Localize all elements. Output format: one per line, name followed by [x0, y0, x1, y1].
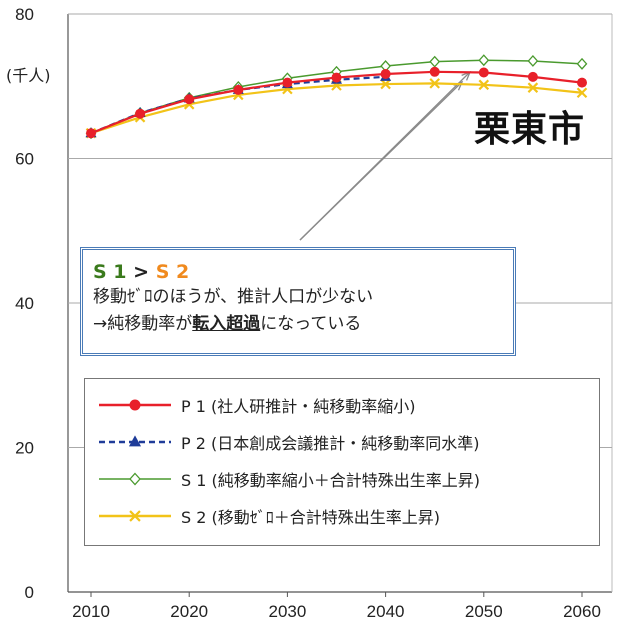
series-lines [85, 54, 588, 140]
callout-gt: > [126, 261, 156, 283]
series-2 [85, 70, 392, 138]
callout-line-2-suffix: になっている [260, 314, 362, 334]
legend-swatch [99, 435, 171, 447]
legend: P 1 (社人研推計・純移動率縮小) P 2 (日本創成会議推計・純移動率同水準)… [84, 378, 600, 546]
legend-entry: S 2 (移動ｾﾞﾛ＋合計特殊出生率上昇) [85, 502, 599, 530]
x-tick-label: 2030 [268, 602, 306, 621]
legend-entry: P 2 (日本創成会議推計・純移動率同水準) [85, 428, 599, 456]
y-tick-label: 60 [15, 150, 34, 169]
data-point [527, 71, 538, 82]
callout-arrows [299, 70, 472, 241]
x-tick-label: 2040 [367, 602, 405, 621]
data-point [478, 79, 490, 91]
callout-line-2-prefix: →純移動率が [93, 314, 193, 334]
data-point [282, 77, 293, 88]
y-tick-labels: 0 20 40 60 80 [15, 5, 34, 602]
callout-line-2-strong: 転入超過 [192, 314, 261, 334]
data-point [86, 128, 96, 139]
x-tick-label: 2010 [72, 602, 110, 621]
x-tick-label: 2060 [563, 602, 601, 621]
legend-entry: P 1 (社人研推計・純移動率縮小) [85, 391, 599, 419]
y-unit-label: (千人) [6, 66, 51, 85]
data-point [331, 72, 342, 83]
x-tick-label: 2020 [170, 602, 208, 621]
data-point [184, 94, 195, 105]
data-point [129, 510, 141, 522]
data-point [129, 399, 141, 411]
y-tick-label: 40 [15, 294, 34, 313]
data-point [576, 57, 588, 70]
data-point [527, 82, 539, 93]
data-point [380, 78, 391, 90]
data-point [429, 78, 440, 89]
callout-s1: S 1 [93, 261, 127, 283]
callout-box: S 1 > S 2 移動ｾﾞﾛのほうが、推計人口が少ない →純移動率が転入超過に… [80, 247, 516, 356]
data-point [577, 77, 587, 88]
data-point [478, 54, 490, 67]
y-tick-label: 80 [15, 5, 34, 24]
legend-swatch [99, 472, 171, 486]
legend-label: S 2 (移動ｾﾞﾛ＋合計特殊出生率上昇) [181, 508, 440, 527]
data-point [380, 68, 391, 79]
y-tick-label: 20 [15, 439, 34, 458]
legend-label: P 1 (社人研推計・純移動率縮小) [181, 397, 416, 416]
data-point [429, 55, 441, 68]
legend-swatch [99, 510, 171, 522]
callout-line-2: →純移動率が転入超過になっている [93, 311, 503, 338]
callout-heading: S 1 > S 2 [93, 260, 503, 284]
callout-line-1: 移動ｾﾞﾛのほうが、推計人口が少ない [93, 287, 374, 307]
data-point [129, 472, 141, 486]
x-tick-label: 2050 [465, 602, 503, 621]
y-tick-label: 0 [25, 583, 34, 602]
data-point [128, 435, 142, 447]
callout-arrow [299, 81, 463, 241]
legend-label: S 1 (純移動率縮小＋合計特殊出生率上昇) [181, 471, 480, 490]
data-point [135, 108, 146, 119]
legend-label: P 2 (日本創成会議推計・純移動率同水準) [181, 434, 480, 453]
data-point [429, 66, 440, 77]
legend-entry: S 1 (純移動率縮小＋合計特殊出生率上昇) [85, 465, 599, 493]
callout-s2: S 2 [155, 261, 190, 283]
city-label: 栗東市 [474, 109, 586, 150]
series-1 [86, 66, 587, 139]
x-tick-labels: 2010 2020 2030 2040 2050 2060 [72, 602, 601, 621]
data-point [576, 87, 588, 99]
data-point [527, 54, 539, 67]
data-point [233, 84, 244, 95]
series-4 [85, 78, 588, 139]
legend-swatch [99, 399, 171, 411]
data-point [478, 67, 489, 78]
